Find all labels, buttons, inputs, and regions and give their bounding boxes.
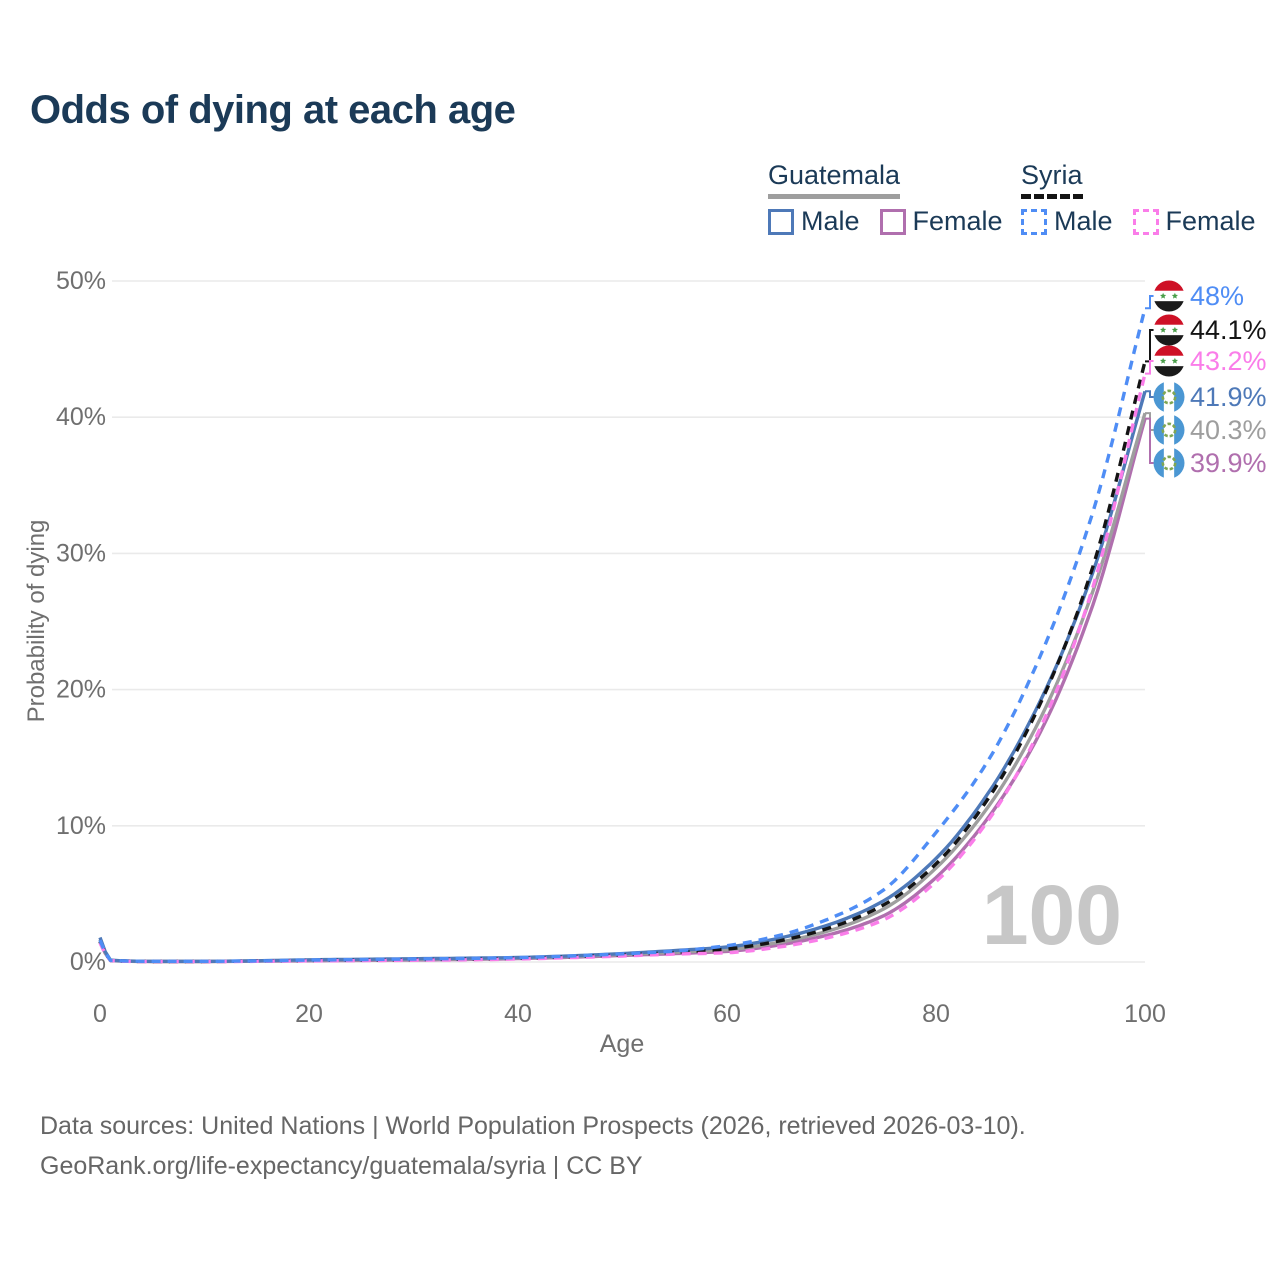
y-tick-label: 10% <box>56 812 106 840</box>
footer: Data sources: United Nations | World Pop… <box>40 1106 1026 1186</box>
footer-attribution: GeoRank.org/life-expectancy/guatemala/sy… <box>40 1152 643 1180</box>
legend-row-syria: Male Female <box>1021 206 1276 237</box>
syria-star-icon <box>1160 292 1167 299</box>
syria-white-band <box>1153 355 1185 367</box>
legend-item-guatemala-female: Female <box>879 206 1003 237</box>
guatemala-blue-band <box>1153 414 1164 446</box>
legend-label-guatemala-male: Male <box>801 206 860 236</box>
end-label-value-syria-female: 43.2% <box>1190 346 1267 376</box>
y-tick-label: 40% <box>56 403 106 431</box>
legend-group-syria: Syria Male Female <box>1021 160 1276 237</box>
end-label-connector-guatemala-male <box>1145 390 1154 398</box>
legend-row-guatemala: Male Female <box>768 206 1023 237</box>
syria-star-icon <box>1171 292 1178 299</box>
guatemala-blue-band <box>1174 447 1185 479</box>
y-tick-label: 50% <box>56 267 106 295</box>
syria-star-icon <box>1160 357 1167 364</box>
guatemala-blue-band <box>1153 447 1164 479</box>
guatemala-wreath-icon <box>1161 389 1177 405</box>
guatemala-flag-icon <box>1153 447 1185 479</box>
end-label-connector-syria-both <box>1145 329 1154 363</box>
end-label-value-guatemala-female: 39.9% <box>1190 448 1267 478</box>
guatemala-blue-band <box>1174 414 1185 446</box>
end-label-connector-guatemala-female <box>1145 417 1154 464</box>
legend-label-syria-female: Female <box>1165 206 1256 236</box>
syria-flag-icon <box>1153 280 1185 312</box>
x-tick-label: 40 <box>504 1000 532 1028</box>
legend-item-syria-male: Male <box>1021 206 1113 237</box>
syria-star-icon <box>1160 326 1167 333</box>
legend-label-guatemala-female: Female <box>912 206 1003 236</box>
age-counter-watermark: 100 <box>982 868 1122 962</box>
guatemala-male-swatch-icon <box>768 208 794 235</box>
end-label-value-syria-male: 48% <box>1190 281 1244 311</box>
guatemala-female-swatch-icon <box>879 208 906 235</box>
syria-female-swatch-icon <box>1132 208 1159 235</box>
x-tick-label: 80 <box>922 1000 950 1028</box>
y-tick-label: 30% <box>56 539 106 567</box>
end-label-value-guatemala-both: 40.3% <box>1190 415 1267 445</box>
syria-flag-icon <box>1153 314 1185 346</box>
end-label-connector-syria-female <box>1145 360 1154 375</box>
syria-red-band <box>1153 280 1185 291</box>
end-label-value-guatemala-male: 41.9% <box>1190 382 1267 412</box>
x-axis-title: Age <box>600 1030 644 1058</box>
y-axis-title: Probability of dying <box>23 520 50 723</box>
footer-data-sources: Data sources: United Nations | World Pop… <box>40 1112 1026 1140</box>
legend-group-guatemala: Guatemala Male Female <box>768 160 1023 237</box>
guatemala-wreath-icon <box>1161 422 1177 438</box>
syria-star-icon <box>1171 326 1178 333</box>
x-tick-label: 100 <box>1124 1000 1166 1028</box>
x-tick-label: 60 <box>713 1000 741 1028</box>
legend-country-syria: Syria <box>1021 160 1083 199</box>
guatemala-flag-icon <box>1153 381 1185 413</box>
syria-star-icon <box>1171 357 1178 364</box>
page-title: Odds of dying at each age <box>30 88 516 132</box>
syria-male-swatch-icon <box>1021 208 1047 235</box>
end-label-value-syria-both: 44.1% <box>1190 315 1267 345</box>
y-tick-label: 0% <box>70 948 106 976</box>
guatemala-blue-band <box>1174 381 1185 413</box>
syria-black-band <box>1153 301 1185 312</box>
syria-black-band <box>1153 366 1185 377</box>
legend-label-syria-male: Male <box>1054 206 1113 236</box>
line-syria-female <box>98 373 1147 964</box>
syria-red-band <box>1153 345 1185 356</box>
legend-country-guatemala: Guatemala <box>768 160 901 199</box>
guatemala-blue-band <box>1153 381 1164 413</box>
legend-item-syria-female: Female <box>1132 206 1256 237</box>
guatemala-wreath-icon <box>1161 455 1177 471</box>
y-tick-label: 20% <box>56 676 106 704</box>
syria-red-band <box>1153 314 1185 325</box>
x-tick-label: 0 <box>93 1000 107 1028</box>
line-syria-male <box>98 307 1147 963</box>
guatemala-flag-icon <box>1153 414 1185 446</box>
syria-black-band <box>1153 335 1185 346</box>
syria-white-band <box>1153 290 1185 302</box>
x-tick-label: 20 <box>295 1000 323 1028</box>
syria-flag-icon <box>1153 345 1185 377</box>
end-label-connector-syria-male <box>1145 295 1154 310</box>
syria-white-band <box>1153 324 1185 336</box>
legend-item-guatemala-male: Male <box>768 206 860 237</box>
